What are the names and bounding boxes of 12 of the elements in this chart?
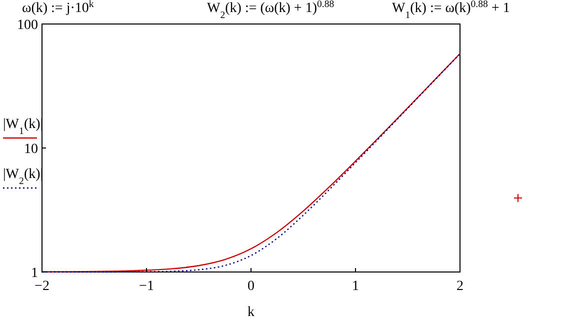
text: W$_{1}$(k) := ω(k)$^{0.88}$ + 1 xyxy=(392,0,510,20)
x-tick-label: 1 xyxy=(352,279,359,294)
x-tick-label: −1 xyxy=(139,279,154,294)
text: ω(k) := j·10$^{k}$ xyxy=(22,0,94,16)
x-tick-label: 2 xyxy=(456,279,464,294)
x-tick-label: 0 xyxy=(248,279,254,294)
y-tick-label: 10 xyxy=(24,142,38,157)
text: W$_{2}$(k) := (ω(k) + 1)$^{0.88}$ xyxy=(207,0,334,20)
y-tick-label: 1 xyxy=(31,266,38,281)
y-tick-label: 100 xyxy=(17,18,38,33)
x-axis-title: k xyxy=(248,305,254,320)
x-tick-label: −2 xyxy=(34,279,50,294)
